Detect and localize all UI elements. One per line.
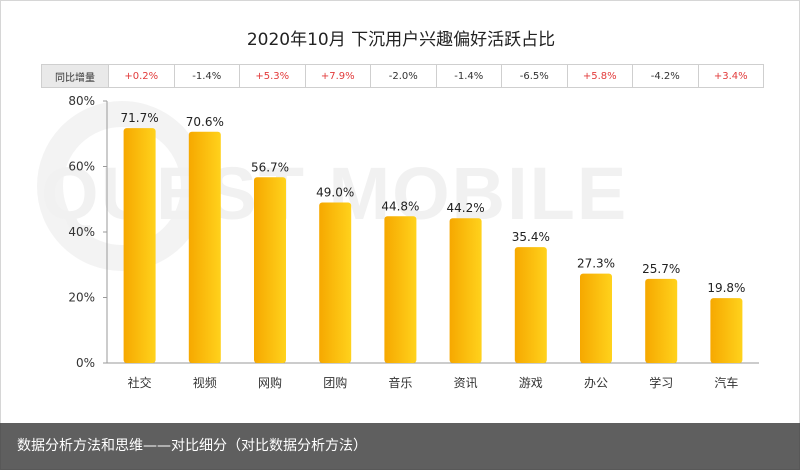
x-tick-label: 团购: [323, 375, 347, 390]
yoy-cell: -4.2%: [633, 65, 699, 87]
x-tick-label: 音乐: [388, 375, 412, 390]
bar: [514, 247, 547, 363]
bar-value-label: 19.8%: [707, 281, 745, 295]
bar-value-label: 71.7%: [121, 111, 159, 125]
chart-title: 2020年10月 下沉用户兴趣偏好活跃占比: [246, 30, 556, 50]
y-tick-label: 80%: [68, 94, 95, 108]
x-tick-label: 办公: [584, 375, 608, 390]
bar: [254, 177, 286, 363]
bar-chart: 0% 20% 40% 60% 80% 71.7% 社交 70.6% 视频 56.7% 网购 49.0…: [68, 94, 759, 390]
x-tick-label: 网购: [258, 375, 282, 390]
y-tick-label: 20%: [68, 291, 95, 305]
yoy-table: 同比增量 +0.2% -1.4% +5.3% +7.9% -2.0% -1.4%…: [41, 64, 764, 88]
x-tick-label: 汽车: [714, 375, 738, 390]
x-tick-label: 社交: [128, 375, 152, 390]
y-tick-label: 0%: [76, 356, 95, 370]
bar: [319, 202, 352, 363]
y-tick-label: 60%: [68, 160, 95, 174]
bar-value-label: 27.3%: [577, 257, 615, 271]
x-tick-label: 资讯: [454, 376, 478, 390]
yoy-cell: -6.5%: [502, 65, 568, 87]
yoy-cell: -1.4%: [175, 65, 240, 87]
caption-text: 数据分析方法和思维——对比细分（对比数据分析方法）: [17, 438, 367, 454]
yoy-cell: +3.4%: [713, 70, 748, 82]
bar: [384, 216, 417, 363]
yoy-cell: +7.9%: [306, 65, 371, 87]
yoy-cell: -2.0%: [371, 65, 437, 87]
bar-value-label: 56.7%: [251, 160, 289, 174]
bar-value-label: 35.4%: [512, 230, 550, 244]
bar-value-label: 25.7%: [642, 262, 680, 276]
yoy-table-header: 同比增量: [42, 65, 109, 87]
yoy-cell: +5.3%: [240, 65, 306, 87]
bar-value-label: 44.8%: [381, 199, 419, 213]
bar: [123, 128, 156, 363]
bar: [188, 131, 221, 363]
bar-value-label: 49.0%: [316, 186, 354, 200]
bar: [710, 298, 743, 363]
x-tick-label: 游戏: [519, 376, 543, 390]
x-tick-label: 视频: [193, 375, 217, 390]
yoy-cell: +5.8%: [568, 65, 633, 87]
bar: [645, 278, 678, 363]
bar: [449, 218, 482, 363]
x-tick-label: 学习: [649, 375, 673, 390]
bar: [580, 273, 612, 363]
bar-value-label: 70.6%: [186, 115, 224, 129]
yoy-cell: -1.4%: [437, 65, 502, 87]
bar-value-label: 44.2%: [447, 201, 485, 215]
yoy-cell: +0.2%: [109, 65, 175, 87]
caption-bar: 数据分析方法和思维——对比细分（对比数据分析方法）: [0, 423, 800, 470]
y-tick-label: 40%: [68, 225, 95, 239]
